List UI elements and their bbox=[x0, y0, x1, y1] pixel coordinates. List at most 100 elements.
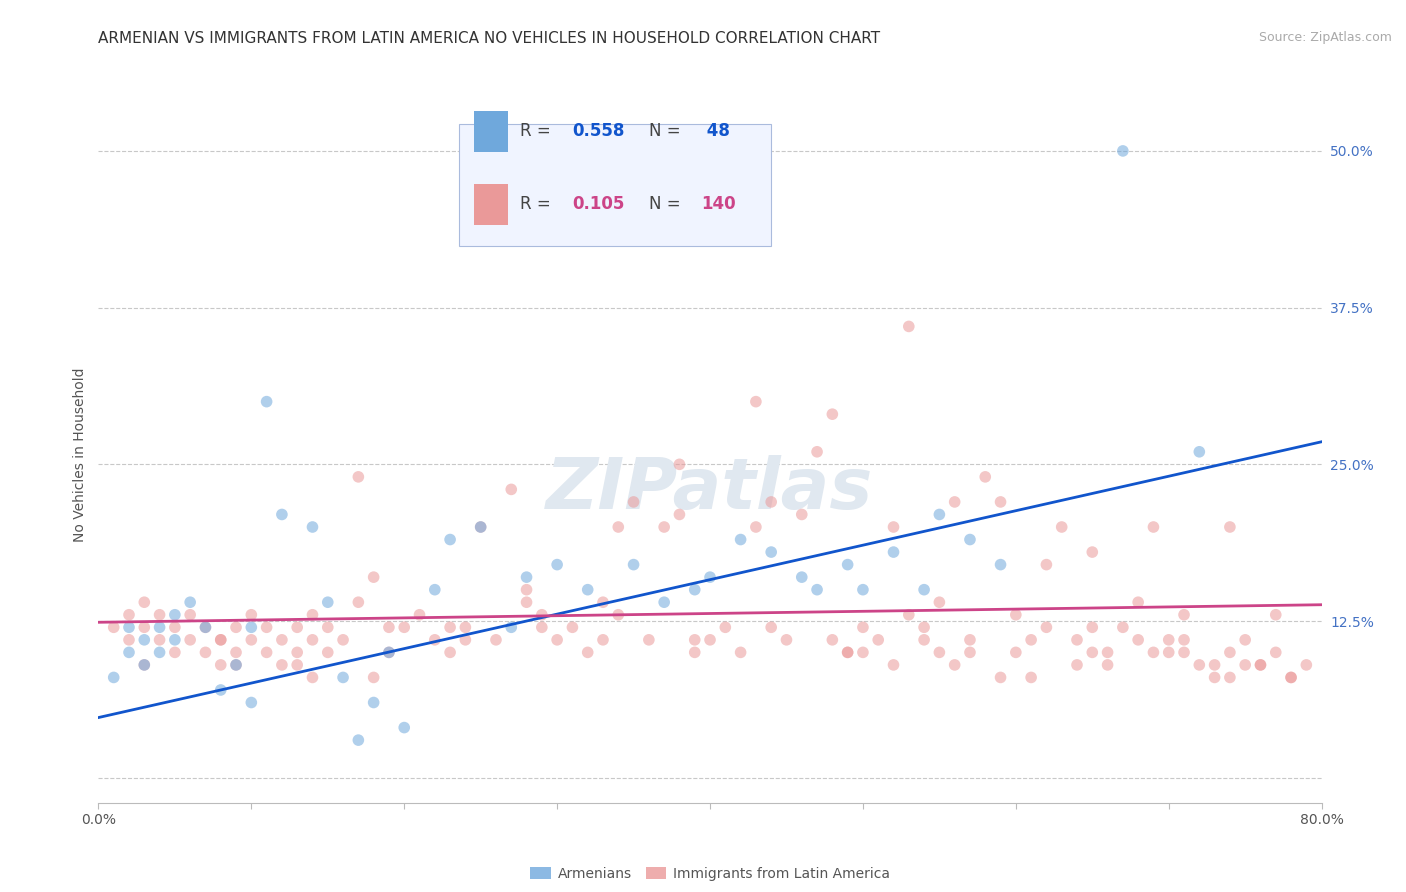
Point bbox=[990, 670, 1012, 684]
Point bbox=[118, 607, 141, 622]
Point bbox=[316, 645, 339, 659]
Point bbox=[1097, 645, 1119, 659]
Point bbox=[943, 495, 966, 509]
Point bbox=[745, 520, 768, 534]
Point bbox=[1019, 670, 1042, 684]
Point bbox=[363, 696, 385, 710]
Point bbox=[363, 570, 385, 584]
Point bbox=[928, 595, 950, 609]
Point bbox=[301, 670, 323, 684]
Point bbox=[745, 394, 768, 409]
Point bbox=[209, 632, 232, 647]
Text: ZIPatlas: ZIPatlas bbox=[547, 455, 873, 524]
Point bbox=[943, 657, 966, 672]
Point bbox=[1219, 645, 1241, 659]
Point bbox=[668, 508, 690, 522]
Point bbox=[225, 657, 247, 672]
Point bbox=[759, 620, 782, 634]
Point bbox=[240, 632, 263, 647]
Point bbox=[1081, 545, 1104, 559]
Point bbox=[209, 657, 232, 672]
Point bbox=[149, 645, 172, 659]
Point bbox=[837, 645, 859, 659]
Point bbox=[530, 620, 553, 634]
Point bbox=[240, 696, 263, 710]
Point bbox=[270, 632, 292, 647]
Point bbox=[363, 670, 385, 684]
Point bbox=[974, 470, 997, 484]
Point bbox=[912, 582, 935, 597]
Point bbox=[683, 582, 706, 597]
Point bbox=[408, 607, 430, 622]
Point bbox=[285, 657, 308, 672]
Point bbox=[1035, 620, 1057, 634]
Point bbox=[103, 670, 125, 684]
Point bbox=[1204, 657, 1226, 672]
Point bbox=[347, 595, 370, 609]
Point bbox=[1004, 607, 1026, 622]
Point bbox=[134, 632, 156, 647]
Point bbox=[1081, 645, 1104, 659]
Y-axis label: No Vehicles in Household: No Vehicles in Household bbox=[73, 368, 87, 542]
Point bbox=[1112, 620, 1135, 634]
Text: 140: 140 bbox=[702, 195, 737, 213]
Point bbox=[897, 319, 920, 334]
Point bbox=[103, 620, 125, 634]
Point bbox=[1249, 657, 1271, 672]
Point bbox=[821, 632, 844, 647]
Point bbox=[1004, 645, 1026, 659]
Point bbox=[897, 607, 920, 622]
Point bbox=[194, 620, 217, 634]
Point bbox=[1264, 607, 1286, 622]
Point bbox=[285, 645, 308, 659]
Point bbox=[1234, 657, 1257, 672]
Point bbox=[163, 645, 186, 659]
Point bbox=[623, 495, 645, 509]
Point bbox=[852, 645, 875, 659]
Point bbox=[516, 570, 538, 584]
FancyBboxPatch shape bbox=[460, 124, 772, 246]
Point bbox=[1157, 632, 1180, 647]
Point bbox=[852, 620, 875, 634]
Point bbox=[1264, 645, 1286, 659]
Point bbox=[607, 607, 630, 622]
Point bbox=[1188, 657, 1211, 672]
Point bbox=[1081, 620, 1104, 634]
Point bbox=[959, 533, 981, 547]
Point bbox=[652, 520, 675, 534]
Point bbox=[1234, 632, 1257, 647]
Point bbox=[928, 645, 950, 659]
Point bbox=[256, 620, 278, 634]
Point bbox=[730, 533, 752, 547]
Point bbox=[1128, 632, 1150, 647]
Point bbox=[652, 595, 675, 609]
Point bbox=[501, 483, 523, 497]
Point bbox=[332, 632, 354, 647]
Point bbox=[683, 645, 706, 659]
Text: N =: N = bbox=[648, 195, 686, 213]
Point bbox=[332, 670, 354, 684]
Point bbox=[209, 632, 232, 647]
Text: R =: R = bbox=[520, 122, 557, 140]
Point bbox=[790, 508, 813, 522]
Point bbox=[470, 520, 492, 534]
Point bbox=[912, 620, 935, 634]
Point bbox=[683, 632, 706, 647]
Point bbox=[837, 558, 859, 572]
Point bbox=[149, 607, 172, 622]
Point bbox=[163, 620, 186, 634]
Point bbox=[225, 657, 247, 672]
Point bbox=[301, 632, 323, 647]
Point bbox=[775, 632, 797, 647]
Text: 48: 48 bbox=[702, 122, 730, 140]
Point bbox=[730, 645, 752, 659]
Text: 0.105: 0.105 bbox=[572, 195, 624, 213]
Text: N =: N = bbox=[648, 122, 686, 140]
Point bbox=[1219, 520, 1241, 534]
Point bbox=[378, 620, 401, 634]
Text: ARMENIAN VS IMMIGRANTS FROM LATIN AMERICA NO VEHICLES IN HOUSEHOLD CORRELATION C: ARMENIAN VS IMMIGRANTS FROM LATIN AMERIC… bbox=[98, 31, 880, 46]
Point bbox=[378, 645, 401, 659]
Point bbox=[194, 620, 217, 634]
Point bbox=[1295, 657, 1317, 672]
Point bbox=[316, 620, 339, 634]
